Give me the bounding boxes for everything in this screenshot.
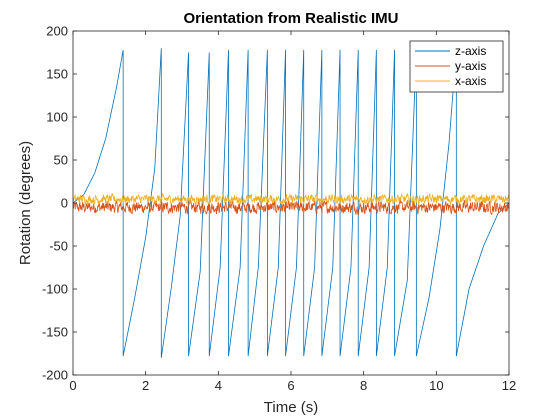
y-tick-label: -200 <box>42 368 68 383</box>
legend-entry-x-axis: x-axis <box>455 74 486 88</box>
y-tick-label: -50 <box>49 239 68 254</box>
x-tick-label: 4 <box>215 378 222 393</box>
x-tick-label: 2 <box>142 378 149 393</box>
y-tick-label: -100 <box>42 282 68 297</box>
y-tick-label: 50 <box>54 153 68 168</box>
series-line-x-axis <box>73 192 509 207</box>
y-axis-label: Rotation (degrees) <box>17 141 34 265</box>
y-tick-label: -150 <box>42 325 68 340</box>
axes-layer: 0 2 4 6 8 10 12 -200 -150 -100 -50 0 50 100 150 200 <box>42 24 516 394</box>
x-axis-label: Time (s) <box>264 399 318 416</box>
legend-entry-z-axis: z-axis <box>455 44 486 58</box>
x-tick-label: 0 <box>69 378 76 393</box>
x-tick-label: 6 <box>287 378 294 393</box>
y-tick-label: 200 <box>46 24 68 39</box>
y-tick-label: 0 <box>61 196 68 211</box>
x-tick-label: 12 <box>502 378 516 393</box>
chart-title: Orientation from Realistic IMU <box>183 10 398 27</box>
legend-entry-y-axis: y-axis <box>455 59 486 73</box>
series-line-y-axis <box>73 198 509 216</box>
y-tick-label: 100 <box>46 110 68 125</box>
y-tick-label: 150 <box>46 67 68 82</box>
x-tick-label: 8 <box>360 378 367 393</box>
x-tick-label: 10 <box>429 378 443 393</box>
